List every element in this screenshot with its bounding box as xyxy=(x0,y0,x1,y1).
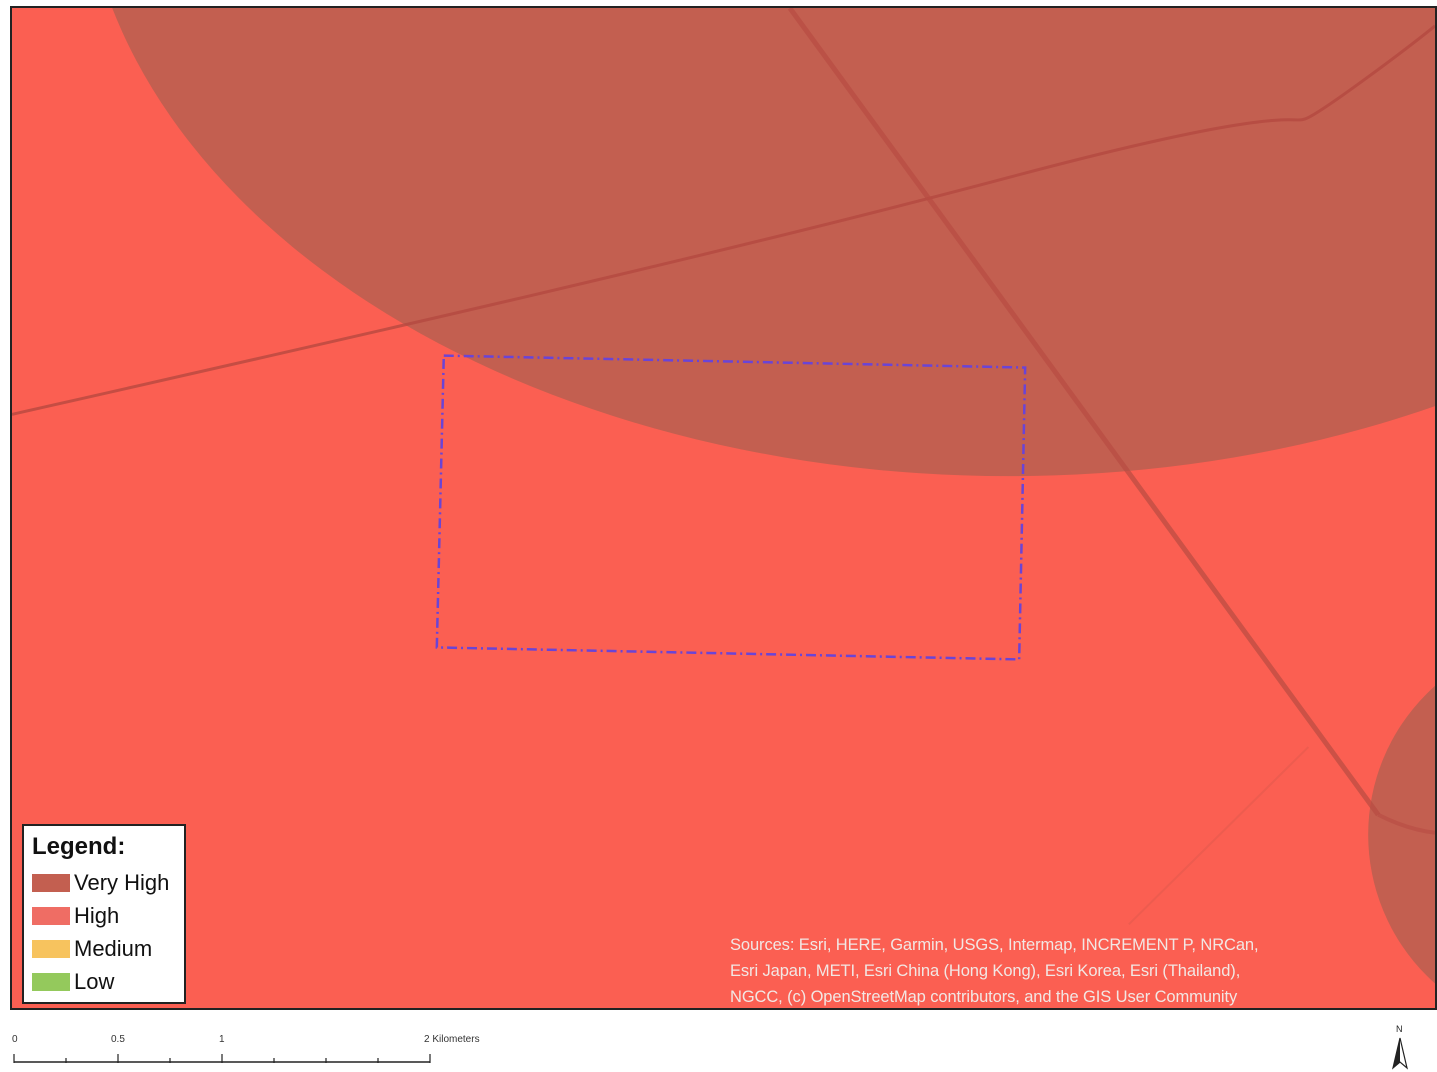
railway-line xyxy=(12,24,1435,416)
legend-swatch-very-high xyxy=(32,873,70,892)
legend-item-low: Low xyxy=(32,965,184,998)
scale-bar-graphic xyxy=(13,1054,431,1063)
legend-label: Low xyxy=(74,968,115,994)
legend-title: Legend: xyxy=(32,833,126,860)
map-canvas xyxy=(12,8,1435,1008)
north-arrow: N xyxy=(1388,1024,1412,1070)
attribution-line: Esri Japan, METI, Esri China (Hong Kong)… xyxy=(730,962,1241,980)
scale-label-0: 0 xyxy=(12,1034,18,1045)
scale-label-1: 1 xyxy=(219,1034,225,1045)
north-label: N xyxy=(1396,1024,1403,1034)
legend-label: Medium xyxy=(74,935,153,961)
scale-label-0-5: 0.5 xyxy=(111,1034,125,1045)
map-legend: Legend: Very High High Medium Low xyxy=(22,824,186,1004)
scale-bar: 0 0.5 1 2 Kilometers xyxy=(0,1028,540,1072)
map-attribution: Sources: Esri, HERE, Garmin, USGS, Inter… xyxy=(730,932,1430,1008)
map-view[interactable]: Legend: Very High High Medium Low Source… xyxy=(10,6,1437,1010)
attribution-line: NGCC, (c) OpenStreetMap contributors, an… xyxy=(730,988,1238,1006)
legend-item-very-high: Very High xyxy=(32,866,184,899)
legend-swatch-low xyxy=(32,972,70,991)
legend-swatch-medium xyxy=(32,939,70,958)
north-arrow-icon xyxy=(1391,1037,1409,1070)
study-area-outline[interactable] xyxy=(435,354,1027,661)
legend-label: High xyxy=(74,902,120,928)
legend-item-medium: Medium xyxy=(32,932,184,965)
scale-label-2-kilometers: 2 Kilometers xyxy=(424,1034,480,1045)
legend-swatch-high xyxy=(32,906,70,925)
minor-road xyxy=(1128,746,1310,926)
very-high-risk-zone-north xyxy=(112,8,1435,476)
legend-item-high: High xyxy=(32,899,184,932)
attribution-line: Sources: Esri, HERE, Garmin, USGS, Inter… xyxy=(730,936,1259,954)
road-line xyxy=(787,8,1381,817)
legend-label: Very High xyxy=(74,869,170,895)
very-high-risk-zone-east xyxy=(1368,685,1435,984)
road-curve xyxy=(1377,812,1435,835)
